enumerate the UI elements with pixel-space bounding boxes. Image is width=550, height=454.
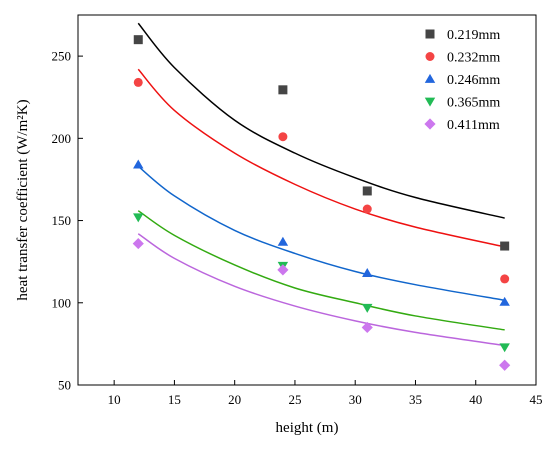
fit-curve-0.246mm [137, 165, 505, 302]
y-tick-label: 250 [52, 49, 72, 64]
x-tick-label: 45 [530, 392, 543, 407]
y-tick-label: 100 [52, 295, 72, 310]
x-tick-label: 30 [349, 392, 362, 407]
legend-label: 0.232mm [447, 51, 500, 66]
legend-marker-0.365mm [424, 97, 436, 107]
data-point-0.246mm [362, 268, 373, 278]
data-point-0.246mm [133, 159, 144, 169]
legend-label: 0.246mm [447, 73, 500, 88]
data-point-0.246mm [277, 236, 289, 246]
legend-label: 0.365mm [447, 96, 500, 111]
x-axis-ticks: 10 15 20 25 30 35 40 45 [108, 380, 543, 407]
data-point-0.219mm [500, 241, 510, 251]
y-tick-label: 200 [52, 131, 72, 146]
y-tick-label: 50 [58, 378, 71, 393]
legend-marker-0.232mm [425, 52, 435, 61]
data-point-0.411mm [132, 237, 144, 250]
x-tick-label: 10 [108, 392, 121, 407]
data-point-0.219mm [362, 186, 372, 196]
legend-marker-0.219mm [425, 29, 435, 39]
legend-marker-0.246mm [424, 73, 436, 83]
fit-curves [137, 22, 505, 347]
fit-curve-0.219mm [137, 22, 505, 219]
plot-frame [77, 14, 537, 386]
x-tick-label: 20 [228, 392, 241, 407]
x-tick-label: 25 [288, 392, 301, 407]
data-point-0.219mm [278, 85, 288, 95]
data-points [132, 35, 511, 371]
data-point-0.232mm [278, 132, 288, 142]
x-axis-label: height (m) [276, 420, 339, 436]
fit-curve-0.365mm [137, 210, 505, 331]
data-point-0.365mm [362, 303, 373, 313]
data-point-0.411mm [361, 321, 373, 334]
data-point-0.232mm [133, 77, 143, 87]
data-point-0.411mm [277, 264, 289, 276]
data-point-0.365mm [133, 213, 144, 223]
y-axis-label: heat transfer coefficient (W/m²K) [15, 99, 31, 300]
legend: 0.219mm 0.232mm 0.246mm 0.365mm 0.411mm [424, 28, 500, 133]
data-point-0.219mm [133, 35, 143, 45]
data-point-0.246mm [499, 296, 510, 306]
x-tick-label: 35 [409, 392, 422, 407]
data-point-0.232mm [362, 204, 372, 214]
fit-curve-0.232mm [137, 68, 505, 248]
data-point-0.365mm [499, 343, 510, 353]
y-axis-ticks: 50 100 150 200 250 [52, 49, 83, 393]
data-point-0.411mm [499, 359, 511, 371]
data-point-0.232mm [500, 274, 510, 284]
legend-label: 0.411mm [447, 118, 500, 133]
x-tick-label: 40 [469, 392, 482, 407]
x-tick-label: 15 [168, 392, 181, 407]
legend-label: 0.219mm [447, 28, 500, 43]
fit-curve-0.411mm [137, 233, 505, 347]
y-tick-label: 150 [52, 213, 72, 228]
legend-marker-0.411mm [424, 118, 436, 130]
